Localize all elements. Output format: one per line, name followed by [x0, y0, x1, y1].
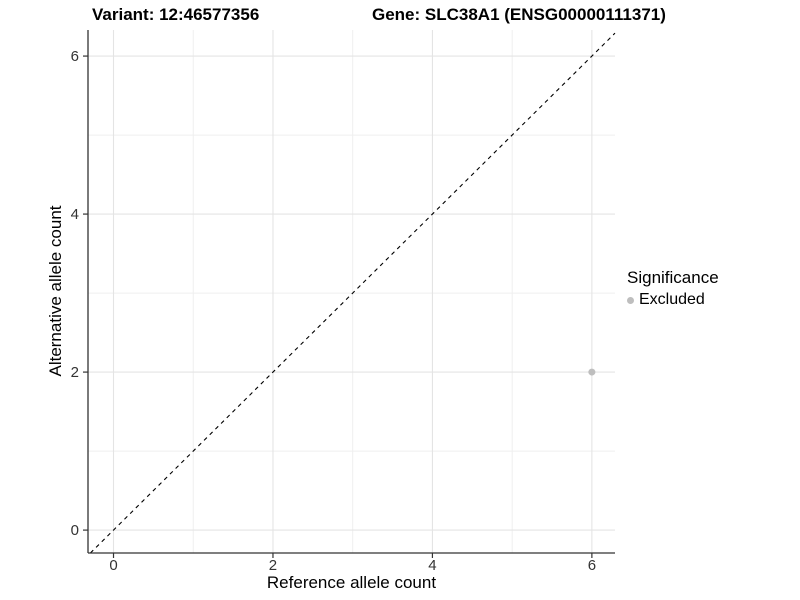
x-axis-title: Reference allele count: [266, 573, 437, 592]
x-tick-label: 2: [269, 557, 277, 574]
legend: Significance Excluded: [627, 268, 719, 309]
y-tick-label: 2: [71, 364, 79, 381]
x-tick-label: 6: [588, 557, 596, 574]
y-tick-label: 0: [71, 522, 79, 539]
identity-reference-line: [90, 32, 616, 554]
legend-item-excluded: Excluded: [627, 291, 719, 309]
legend-title: Significance: [627, 268, 719, 287]
x-tick-label: 4: [428, 557, 436, 574]
variant-title: Variant: 12:46577356: [92, 5, 260, 24]
y-axis-title: Alternative allele count: [46, 205, 65, 377]
x-tick-label: 0: [109, 557, 117, 574]
data-point: [588, 368, 596, 376]
legend-key-dot-icon: [627, 296, 634, 304]
gene-title: Gene: SLC38A1 (ENSG00000111371): [372, 5, 666, 24]
y-tick-label: 6: [71, 48, 79, 65]
y-tick-label: 4: [71, 206, 79, 223]
legend-item-label: Excluded: [639, 291, 705, 308]
